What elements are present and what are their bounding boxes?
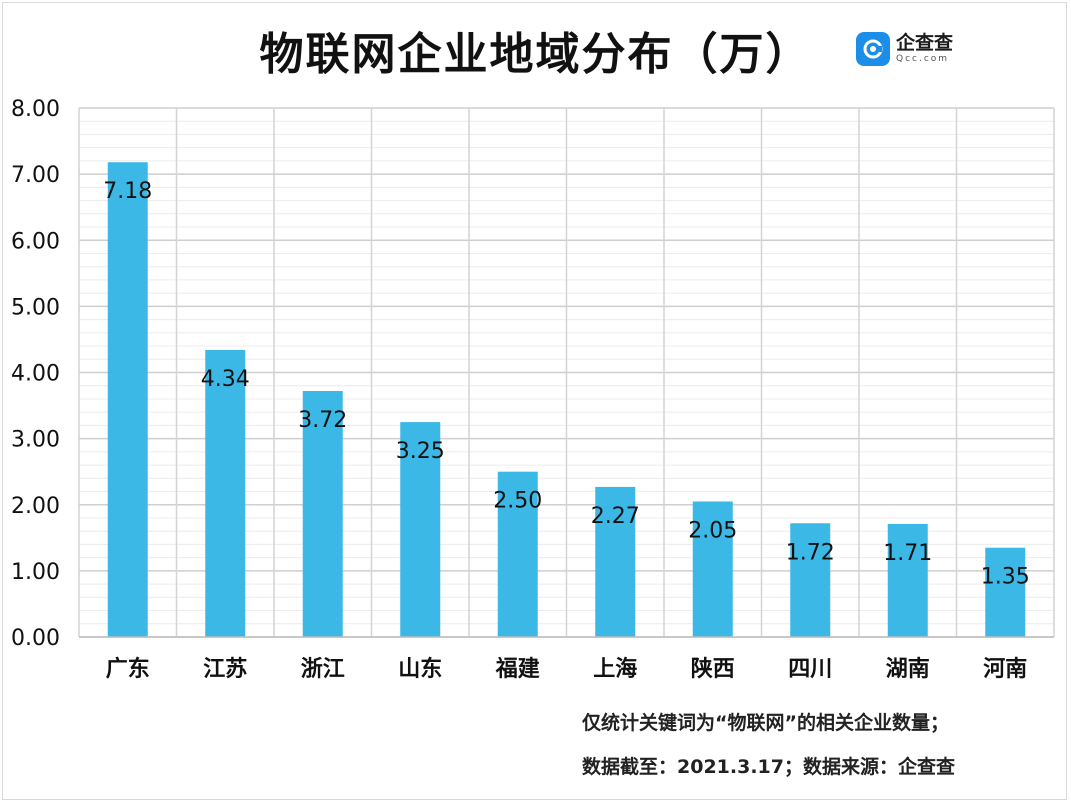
bar-value-label: 2.50 [493, 489, 542, 514]
y-tick-label: 2.00 [11, 494, 60, 519]
x-category-label: 山东 [398, 656, 442, 682]
bar [107, 162, 148, 637]
x-category-label: 陕西 [691, 657, 735, 682]
x-category-label: 湖南 [886, 657, 930, 682]
bar [985, 547, 1026, 637]
bar-value-label: 3.25 [396, 439, 445, 464]
bar [692, 501, 733, 637]
bar-value-label: 2.27 [591, 504, 640, 529]
x-category-label: 江苏 [203, 656, 247, 682]
bar-value-label: 1.35 [981, 565, 1030, 590]
logo-brand-text: 企查查 [896, 32, 954, 54]
bar [302, 391, 343, 637]
logo-domain-text: Qcc.com [896, 54, 950, 64]
bar-value-label: 1.71 [883, 541, 932, 566]
footnote-source: 数据截至：2021.3.17；数据来源：企查查 [582, 756, 955, 778]
footnote-scope: 仅统计关键词为“物联网”的相关企业数量； [582, 712, 949, 734]
x-category-label: 浙江 [301, 657, 345, 682]
y-tick-label: 5.00 [11, 295, 60, 320]
bar [205, 350, 246, 637]
bar-value-label: 2.05 [688, 518, 737, 543]
bar-value-label: 4.34 [201, 367, 250, 392]
y-tick-label: 1.00 [11, 560, 60, 585]
chart-title: 物联网企业地域分布（万） [259, 29, 812, 80]
y-tick-label: 6.00 [11, 229, 60, 254]
y-tick-label: 4.00 [11, 362, 60, 387]
bar [790, 523, 831, 637]
x-category-label: 广东 [106, 656, 150, 682]
bar-value-label: 7.18 [103, 179, 152, 204]
x-category-label: 河南 [983, 657, 1027, 682]
bar [497, 471, 538, 637]
x-category-label: 上海 [593, 656, 637, 682]
y-tick-label: 3.00 [11, 428, 60, 453]
x-category-label: 四川 [788, 657, 832, 682]
bar-value-label: 3.72 [298, 408, 347, 433]
qcc-logo-icon [856, 32, 890, 66]
bar-value-label: 1.72 [786, 540, 835, 565]
y-tick-label: 8.00 [11, 97, 60, 122]
x-category-label: 福建 [495, 657, 540, 682]
bar [400, 422, 441, 637]
y-tick-label: 7.00 [11, 163, 60, 188]
y-tick-label: 0.00 [11, 626, 60, 651]
bar [595, 486, 636, 637]
brand-logo: 企查查 Qcc.com [856, 32, 953, 66]
bar [887, 523, 928, 637]
